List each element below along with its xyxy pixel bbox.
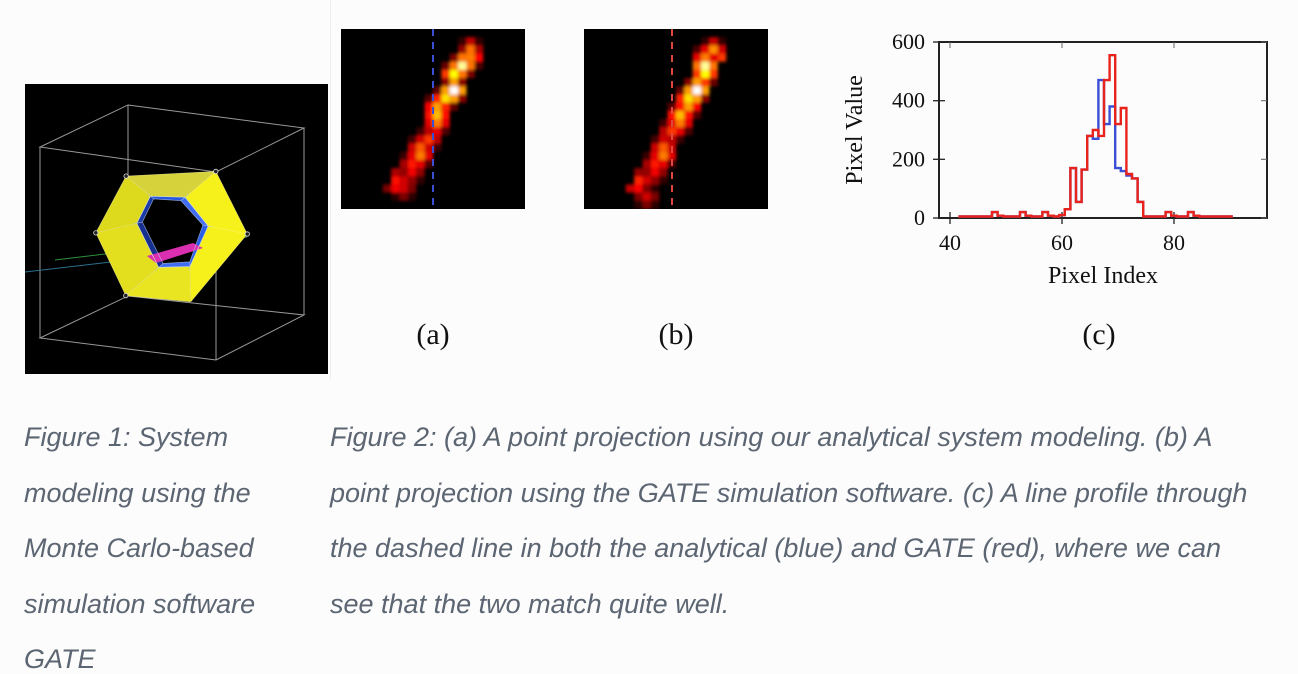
svg-text:40: 40: [939, 230, 961, 255]
svg-text:Pixel Index: Pixel Index: [1048, 263, 1158, 289]
svg-text:60: 60: [1051, 230, 1073, 255]
svg-text:0: 0: [914, 205, 925, 230]
svg-text:80: 80: [1163, 230, 1185, 255]
svg-text:600: 600: [892, 29, 925, 54]
svg-text:200: 200: [892, 146, 925, 171]
svg-text:400: 400: [892, 88, 925, 113]
svg-text:Pixel Value: Pixel Value: [842, 75, 868, 185]
